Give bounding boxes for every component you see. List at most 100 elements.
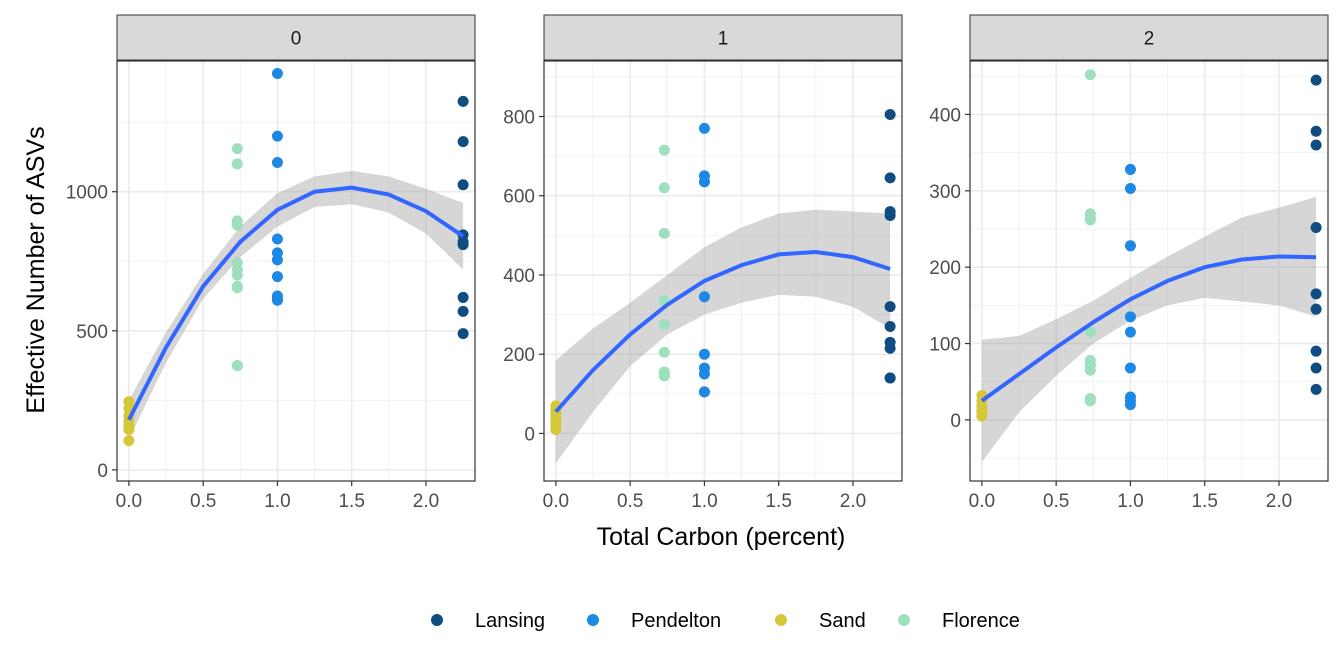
plot-background (970, 61, 1328, 481)
data-point-pendelton (698, 386, 710, 398)
x-tick-label: 1.5 (338, 491, 364, 512)
x-tick-label: 2.0 (840, 491, 866, 512)
data-point-lansing (1310, 221, 1322, 233)
y-tick-label: 100 (929, 335, 961, 356)
legend-label-sand: Sand (819, 610, 866, 632)
panel-0: 0 0.0 0.5 1.0 1.5 2.0 0 500 1000 (66, 14, 476, 512)
data-point-pendelton (698, 122, 710, 134)
data-point-lansing (884, 210, 896, 222)
data-point-lansing (457, 305, 469, 317)
panel-border (969, 60, 1329, 482)
data-point-lansing (1310, 139, 1322, 151)
x-tick-label: 1.5 (1191, 491, 1217, 512)
data-point-pendelton (1124, 183, 1136, 195)
y-tick-label: 400 (929, 105, 961, 126)
smooth-line (554, 249, 891, 414)
data-point-lansing (457, 239, 469, 251)
data-point-sand (123, 424, 135, 436)
x-tick-label: 0.5 (190, 491, 216, 512)
data-point-pendelton (271, 130, 283, 142)
y-tick-label: 200 (929, 258, 961, 279)
data-point-florence (1084, 214, 1096, 226)
data-point-sand (123, 435, 135, 447)
x-tick-label: 1.0 (264, 491, 290, 512)
data-point-pendelton (271, 294, 283, 306)
x-tick-label: 1.0 (691, 491, 717, 512)
data-point-sand (550, 423, 562, 435)
data-point-lansing (884, 320, 896, 332)
data-point-lansing (1310, 288, 1322, 300)
data-point-lansing (1310, 125, 1322, 137)
x-tick-label: 0.0 (969, 491, 995, 512)
data-point-pendelton (1124, 326, 1136, 338)
data-point-lansing (1310, 362, 1322, 374)
data-point-florence (231, 282, 243, 294)
y-tick-label: 500 (76, 322, 108, 343)
data-point-florence (658, 346, 670, 358)
y-tick-label: 0 (524, 424, 535, 445)
x-tick-label: 0.0 (116, 491, 142, 512)
data-point-florence (658, 227, 670, 239)
data-point-pendelton (1124, 240, 1136, 252)
y-tick-label: 300 (929, 182, 961, 203)
x-axis-title: Total Carbon (percent) (597, 523, 846, 551)
y-axis-title: Effective Number of ASVs (22, 126, 50, 413)
data-point-lansing (457, 136, 469, 148)
facet-strip-label: 2 (1144, 29, 1155, 50)
data-point-pendelton (698, 368, 710, 380)
data-point-florence (231, 360, 243, 372)
data-point-pendelton (1124, 311, 1136, 323)
data-point-lansing (884, 372, 896, 384)
data-point-lansing (1310, 345, 1322, 357)
y-tick-label: 0 (950, 411, 961, 432)
facet-strip-label: 0 (291, 29, 302, 50)
panel-2: 2 0.0 0.5 1.0 1.5 2.0 0 100 200 300 400 (929, 14, 1329, 512)
data-point-pendelton (271, 157, 283, 169)
panel-1: 1 0.0 0.5 1.0 1.5 2.0 0 200 400 600 800 (503, 14, 903, 512)
data-point-pendelton (1124, 399, 1136, 411)
legend-label-pendelton: Pendelton (631, 610, 721, 632)
legend: Lansing Pendelton Sand Florence (431, 610, 1020, 632)
data-point-lansing (457, 328, 469, 340)
smooth-line (980, 254, 1317, 403)
legend-key-pendelton (587, 614, 599, 626)
confidence-ribbon (555, 209, 891, 464)
x-tick-label: 1.0 (1117, 491, 1143, 512)
data-point-pendelton (698, 176, 710, 188)
data-point-florence (1084, 326, 1096, 338)
data-point-florence (1084, 69, 1096, 81)
y-tick-label: 600 (503, 187, 535, 208)
x-tick-label: 0.5 (1043, 491, 1069, 512)
data-point-lansing (1310, 303, 1322, 315)
legend-key-sand (775, 614, 787, 626)
data-point-florence (1084, 395, 1096, 407)
y-tick-label: 1000 (66, 183, 108, 204)
x-tick-label: 2.0 (413, 491, 439, 512)
data-point-florence (658, 318, 670, 330)
data-point-lansing (884, 172, 896, 184)
y-tick-label: 0 (97, 461, 108, 482)
data-point-florence (231, 219, 243, 231)
facet-strip (969, 14, 1329, 61)
plot-background (117, 61, 475, 481)
legend-key-florence (898, 614, 910, 626)
data-point-pendelton (271, 68, 283, 80)
data-point-florence (658, 182, 670, 194)
facet-strip (543, 14, 903, 61)
data-point-lansing (457, 179, 469, 191)
data-point-lansing (457, 291, 469, 303)
data-point-lansing (884, 301, 896, 313)
confidence-ribbon (128, 170, 464, 440)
data-point-florence (1084, 364, 1096, 376)
y-tick-label: 200 (503, 345, 535, 366)
data-point-florence (658, 144, 670, 156)
facet-strip (116, 14, 476, 61)
legend-label-lansing: Lansing (475, 610, 545, 632)
data-point-florence (658, 370, 670, 382)
data-point-florence (231, 269, 243, 281)
data-point-lansing (1310, 74, 1322, 86)
facet-strip-label: 1 (718, 29, 729, 50)
x-tick-label: 0.5 (617, 491, 643, 512)
data-point-florence (231, 158, 243, 170)
